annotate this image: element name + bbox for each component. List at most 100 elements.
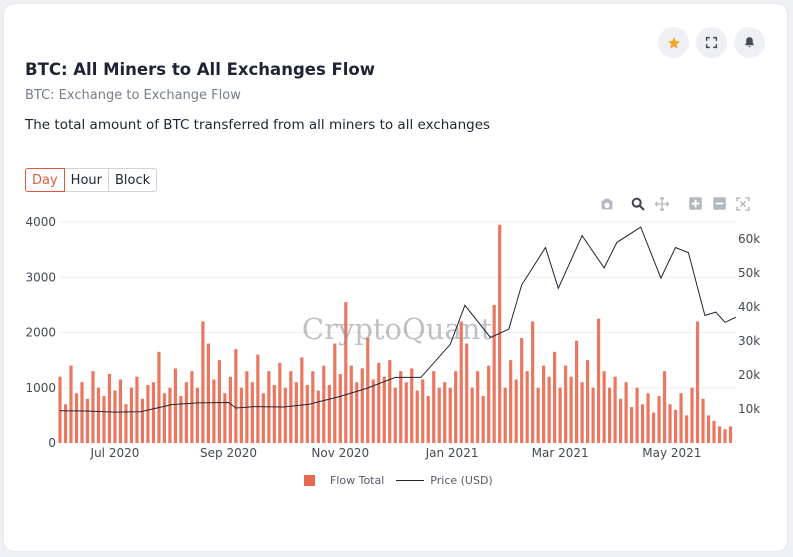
flow-bar[interactable]: [212, 379, 216, 443]
flow-bar[interactable]: [662, 371, 667, 443]
flow-bar[interactable]: [355, 382, 359, 443]
flow-bar[interactable]: [195, 387, 199, 443]
flow-bar[interactable]: [465, 343, 469, 443]
flow-bar[interactable]: [91, 371, 95, 443]
flow-bar[interactable]: [371, 379, 375, 443]
flow-bar[interactable]: [723, 429, 727, 443]
flow-bar[interactable]: [162, 393, 167, 443]
flow-bar[interactable]: [624, 382, 628, 443]
flow-bar[interactable]: [322, 365, 326, 443]
flow-bar[interactable]: [580, 382, 584, 443]
flow-bar[interactable]: [316, 390, 320, 443]
flow-bar[interactable]: [629, 407, 634, 443]
flow-bar[interactable]: [239, 387, 243, 443]
flow-bar[interactable]: [558, 387, 562, 443]
flow-bar[interactable]: [542, 365, 546, 443]
flow-bar[interactable]: [102, 396, 106, 443]
tab-day[interactable]: Day: [25, 168, 65, 192]
flow-bar[interactable]: [135, 376, 139, 443]
flow-bar[interactable]: [602, 371, 606, 443]
flow-bar[interactable]: [531, 321, 535, 443]
flow-bar[interactable]: [360, 368, 364, 443]
flow-bar[interactable]: [514, 379, 518, 443]
flow-bar[interactable]: [157, 351, 161, 443]
flow-bar[interactable]: [327, 384, 331, 443]
camera-icon[interactable]: [598, 196, 616, 214]
flow-bar[interactable]: [437, 387, 441, 443]
flow-bar[interactable]: [129, 387, 134, 443]
flow-bar[interactable]: [410, 368, 414, 443]
flow-bar[interactable]: [217, 360, 221, 443]
flow-bar[interactable]: [509, 360, 513, 443]
flow-bar[interactable]: [607, 387, 612, 443]
flow-bar[interactable]: [366, 338, 370, 443]
flow-bar[interactable]: [651, 412, 656, 443]
zoom-icon[interactable]: [629, 196, 647, 214]
flow-bar[interactable]: [575, 340, 579, 443]
flow-bar[interactable]: [58, 376, 62, 443]
flow-bar[interactable]: [717, 426, 722, 443]
flow-bar[interactable]: [377, 362, 381, 443]
flow-bar[interactable]: [618, 398, 623, 443]
flow-bar[interactable]: [272, 384, 276, 443]
flow-bar[interactable]: [311, 371, 315, 443]
flow-bar[interactable]: [646, 393, 650, 443]
flow-bar[interactable]: [256, 354, 260, 443]
flow-bar[interactable]: [640, 404, 645, 443]
flow-bar[interactable]: [668, 404, 672, 443]
flow-bar[interactable]: [443, 382, 447, 443]
flow-bar[interactable]: [399, 371, 403, 443]
flow-bar[interactable]: [597, 318, 601, 443]
flow-bar[interactable]: [448, 387, 452, 443]
flow-bar[interactable]: [470, 387, 474, 443]
flow-bar[interactable]: [338, 373, 342, 443]
flow-bar[interactable]: [289, 371, 293, 443]
flow-bar[interactable]: [333, 343, 337, 443]
legend-swatch-price[interactable]: [396, 480, 425, 481]
fullscreen-button[interactable]: [696, 27, 727, 58]
flow-bar[interactable]: [201, 321, 205, 443]
flow-bar[interactable]: [613, 376, 617, 443]
flow-bar[interactable]: [684, 415, 689, 443]
flow-bar[interactable]: [492, 304, 496, 443]
flow-bar[interactable]: [454, 371, 458, 443]
flow-bar[interactable]: [728, 426, 733, 443]
flow-bar[interactable]: [393, 387, 397, 443]
flow-bar[interactable]: [690, 387, 694, 443]
flow-bar[interactable]: [305, 384, 309, 443]
flow-bar[interactable]: [85, 398, 90, 443]
flow-bar[interactable]: [69, 365, 73, 443]
zoom-out-icon[interactable]: [710, 196, 728, 214]
tab-block[interactable]: Block: [108, 168, 158, 192]
autoscale-icon[interactable]: [734, 196, 752, 214]
flow-bar[interactable]: [118, 379, 123, 443]
flow-bar[interactable]: [476, 371, 480, 443]
flow-bar[interactable]: [459, 321, 463, 443]
flow-bar[interactable]: [278, 362, 282, 443]
flow-bar[interactable]: [701, 398, 705, 443]
flow-bar[interactable]: [300, 357, 304, 443]
flow-bar[interactable]: [96, 387, 101, 443]
flow-bar[interactable]: [520, 338, 524, 443]
flow-bar[interactable]: [74, 393, 79, 443]
flow-bar[interactable]: [657, 396, 661, 443]
flow-bar[interactable]: [382, 376, 386, 443]
flow-bar[interactable]: [250, 382, 254, 443]
flow-bar[interactable]: [113, 390, 117, 443]
flow-bar[interactable]: [547, 376, 551, 443]
flow-bar[interactable]: [151, 382, 156, 443]
flow-bar[interactable]: [673, 409, 678, 443]
flow-bar[interactable]: [706, 415, 711, 443]
flow-bar[interactable]: [146, 384, 150, 443]
pan-icon[interactable]: [653, 196, 671, 214]
flow-bar[interactable]: [432, 371, 436, 443]
flow-bar[interactable]: [591, 387, 595, 443]
flow-bar[interactable]: [695, 321, 700, 443]
flow-bar[interactable]: [173, 368, 178, 443]
flow-bar[interactable]: [179, 396, 183, 443]
flow-bar[interactable]: [344, 302, 348, 443]
flow-bar[interactable]: [190, 371, 194, 443]
flow-bar[interactable]: [63, 404, 68, 443]
flow-bar[interactable]: [525, 371, 529, 443]
flow-bar[interactable]: [586, 360, 590, 443]
